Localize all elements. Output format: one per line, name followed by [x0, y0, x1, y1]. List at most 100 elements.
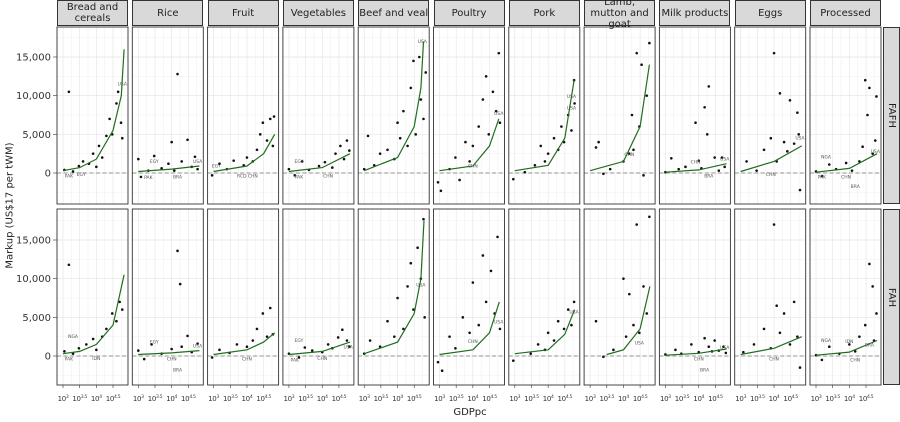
data-point	[866, 113, 869, 117]
data-point	[310, 349, 314, 352]
data-point	[498, 121, 502, 125]
panel-border	[357, 26, 430, 205]
data-point	[489, 269, 493, 273]
panel-fah-9: CHN	[734, 208, 807, 386]
data-point	[393, 335, 396, 338]
panel-border	[734, 208, 807, 386]
data-point	[418, 55, 421, 59]
x-tick-label: 103	[359, 394, 370, 403]
panel-fah-6: USA	[508, 208, 581, 386]
panel-fah-0: NGA PAK IDN	[56, 208, 129, 386]
panel-fafh-5: USA CHN	[433, 26, 505, 205]
data-point	[645, 312, 649, 315]
panel-background	[433, 27, 505, 204]
data-point	[115, 319, 118, 323]
data-point	[792, 142, 796, 145]
data-point	[875, 95, 878, 98]
data-point	[566, 308, 570, 311]
data-point	[628, 152, 631, 155]
panel-fah-2: CHN	[207, 208, 280, 386]
country-label: BRA	[173, 174, 183, 180]
data-point	[786, 150, 789, 153]
data-point	[436, 360, 440, 364]
x-tick-label: 103.5	[750, 394, 765, 403]
data-point	[788, 99, 792, 102]
x-tick-label: 104	[467, 394, 478, 403]
data-point	[556, 319, 560, 323]
x-tick-label: 103.5	[675, 394, 690, 403]
data-point	[178, 282, 182, 286]
data-point	[255, 327, 259, 331]
data-point	[210, 356, 214, 359]
trend-line	[213, 134, 276, 173]
panel-border	[282, 208, 355, 386]
x-tick-label: 104	[844, 394, 855, 403]
data-point	[67, 90, 71, 94]
column-strip: Fruit	[207, 0, 279, 26]
x-tick-label: 103.5	[72, 394, 87, 403]
data-point	[398, 136, 402, 140]
panel-fafh-4: USA	[357, 26, 430, 205]
x-tick-label: 103	[133, 394, 144, 403]
column-strip: Bread and cereals	[57, 0, 128, 26]
data-point	[511, 177, 515, 181]
data-point	[762, 327, 766, 331]
country-label: USA	[344, 344, 354, 350]
panel-fafh-3: EGY PAK CHN	[282, 26, 355, 205]
y-tick-label: 0	[45, 169, 51, 180]
data-point	[272, 115, 276, 118]
panel-fafh-0: USA PAK EGY	[56, 26, 129, 205]
data-point	[723, 165, 726, 169]
country-label: PAK	[291, 357, 301, 363]
data-point	[717, 169, 721, 172]
panel-background	[734, 27, 806, 204]
data-point	[648, 41, 651, 45]
country-label: USA	[871, 149, 881, 155]
panel-fafh-7: CHN	[583, 26, 656, 205]
data-point	[137, 349, 140, 352]
country-label: EGY	[150, 340, 159, 346]
country-label: USA	[635, 340, 645, 346]
x-tick-label: 104.5	[482, 394, 497, 403]
data-point	[152, 154, 156, 158]
y-tick-label: 0	[45, 352, 51, 363]
data-point	[97, 144, 101, 148]
trend-line	[62, 49, 125, 172]
data-point	[115, 102, 118, 105]
x-tick-label: 104	[242, 394, 253, 403]
data-point	[645, 94, 649, 97]
x-tick-label: 104	[693, 394, 704, 403]
data-point	[608, 167, 612, 171]
country-label: USA	[720, 157, 730, 163]
country-label: EGY	[295, 338, 304, 344]
data-point	[724, 351, 728, 355]
data-point	[193, 155, 197, 159]
country-label: PAK	[295, 174, 305, 180]
data-point	[594, 319, 598, 323]
row-strip-label: FAFH	[886, 103, 898, 128]
data-point	[180, 160, 183, 163]
data-point	[539, 144, 543, 148]
data-point	[412, 59, 415, 63]
x-tick-label: 103.5	[449, 394, 464, 403]
data-point	[366, 134, 370, 138]
country-label: CHN	[323, 174, 333, 180]
data-point	[409, 261, 413, 265]
panel-border	[433, 208, 505, 386]
country-label: PAK	[818, 174, 828, 180]
data-point	[232, 159, 235, 162]
x-tick-label: 104.5	[783, 394, 798, 403]
panel-fafh-1: EGY PAK BRA USA	[131, 26, 204, 205]
x-tick-label: 104	[543, 394, 554, 403]
trend-line	[589, 64, 650, 172]
data-point	[336, 336, 340, 339]
data-point	[436, 180, 440, 184]
panel-fah-7: USA	[583, 208, 656, 386]
country-label: USA	[795, 136, 805, 142]
panel-border	[131, 208, 204, 386]
x-tick-label: 104.5	[106, 394, 121, 403]
data-point	[863, 323, 867, 327]
data-point	[648, 215, 651, 219]
data-point	[91, 337, 95, 341]
data-point	[858, 160, 861, 163]
